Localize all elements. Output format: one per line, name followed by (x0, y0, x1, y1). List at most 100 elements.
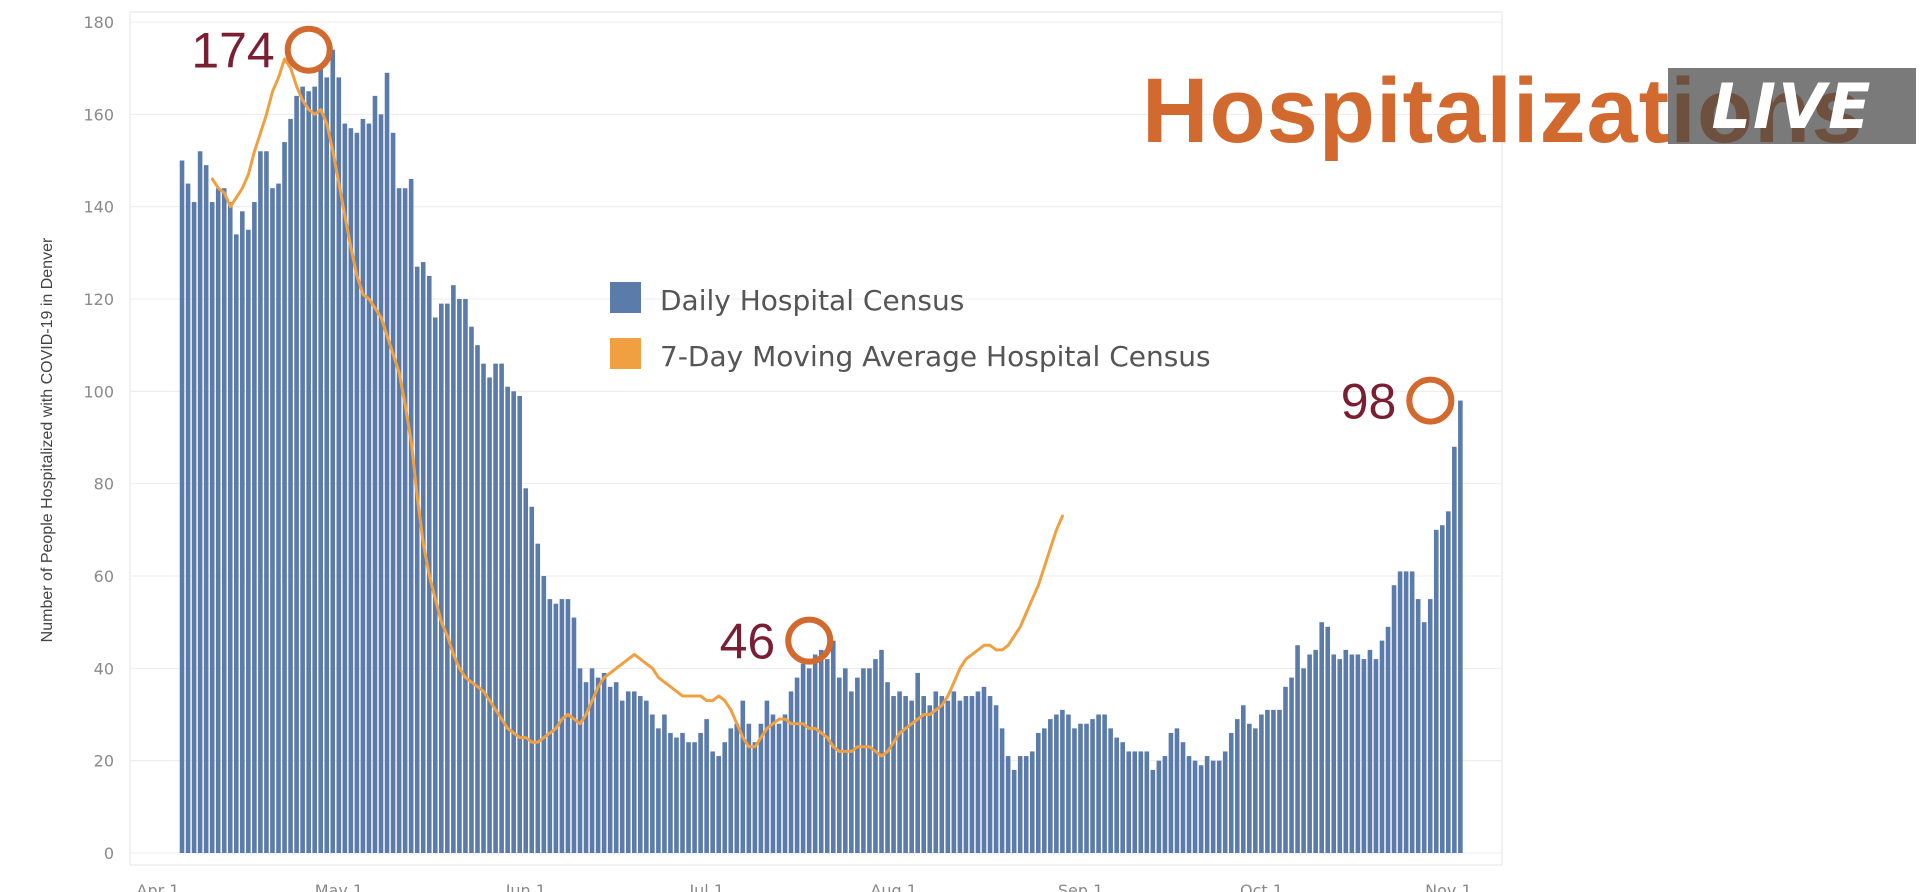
bar-daily-census (1259, 714, 1264, 853)
x-axis-ticks: Apr 1 May 1 Jun 1 Jul 1 Aug 1 Sep 1 Oct 1 Nov 1 (137, 881, 1472, 892)
bar-daily-census (240, 211, 245, 854)
peak-value-label: 46 (720, 614, 776, 670)
bar-daily-census (1138, 751, 1144, 853)
x-tick-label: Nov 1 (1425, 881, 1472, 892)
x-tick-label: May 1 (315, 881, 363, 892)
bar-daily-census (692, 742, 697, 853)
bar-daily-census (451, 285, 456, 853)
bar-daily-census (1361, 659, 1367, 853)
bar-daily-census (589, 668, 595, 853)
bar-daily-census (535, 543, 541, 853)
y-tick-label: 60 (94, 567, 114, 586)
bar-daily-census (843, 668, 848, 853)
bar-daily-census (1180, 742, 1186, 853)
bar-daily-census (1011, 769, 1017, 853)
bar-daily-census (517, 395, 522, 853)
bar-daily-census (1439, 525, 1445, 853)
legend: Daily Hospital Census 7-Day Moving Avera… (610, 282, 1211, 373)
bar-daily-census (1150, 769, 1156, 853)
bar-daily-census (1331, 654, 1337, 853)
bar-daily-census (812, 654, 818, 853)
bar-daily-census (1060, 709, 1065, 853)
bar-daily-census (475, 345, 480, 853)
bar-daily-census (927, 705, 933, 853)
y-tick-label: 140 (83, 198, 114, 217)
bar-daily-census (1403, 571, 1409, 853)
bar-daily-census (1168, 732, 1174, 853)
bar-daily-census (336, 77, 342, 853)
x-tick-label: Aug 1 (870, 881, 917, 892)
bar-daily-census (1096, 714, 1101, 853)
bar-daily-census (680, 732, 685, 853)
bar-daily-census (921, 696, 927, 853)
bar-daily-census (1433, 529, 1439, 853)
bar-daily-census (758, 723, 764, 853)
bar-daily-census (710, 751, 715, 853)
bar-daily-census (951, 691, 957, 853)
bar-daily-census (529, 506, 535, 853)
bar-daily-census (957, 700, 963, 853)
bar-daily-census (264, 151, 269, 853)
bar-daily-census (1084, 723, 1089, 853)
bar-daily-census (800, 663, 806, 853)
bar-daily-census (1391, 585, 1397, 853)
bar-daily-census (939, 696, 945, 853)
bar-daily-census (1349, 654, 1355, 853)
bar-daily-census (1301, 668, 1306, 853)
bar-daily-census (1042, 728, 1047, 853)
live-badge: LIVE (1668, 68, 1916, 144)
bar-daily-census (571, 617, 577, 853)
moving-average-line-group (210, 57, 1064, 758)
bar-daily-census (1283, 686, 1288, 853)
bar-daily-census (276, 183, 281, 854)
bar-daily-census (463, 299, 468, 853)
bar-daily-census (1198, 765, 1204, 853)
y-tick-label: 80 (94, 475, 114, 494)
bar-daily-census (583, 682, 589, 853)
bar-daily-census (1241, 705, 1246, 853)
bar-daily-census (1271, 709, 1276, 853)
bar-daily-census (469, 326, 474, 853)
bar-daily-census (505, 386, 510, 853)
bar-daily-census (782, 714, 788, 853)
bar-daily-census (1307, 654, 1312, 853)
bar-daily-census (686, 742, 691, 853)
bar-daily-census (873, 659, 878, 853)
bar-daily-census (631, 691, 637, 853)
bar-daily-census (746, 723, 752, 853)
peak-marker-circle (785, 616, 834, 665)
bar-daily-census (197, 151, 203, 853)
bar-daily-census (396, 188, 402, 853)
bar-daily-census (836, 677, 842, 853)
y-axis-ticks: 0 20 40 60 80 100 120 140 160 180 (83, 13, 114, 863)
y-tick-label: 180 (83, 13, 114, 32)
bar-daily-census (933, 691, 939, 853)
legend-label-daily: Daily Hospital Census (660, 284, 964, 317)
bar-daily-census (662, 714, 667, 853)
bar-daily-census (300, 86, 305, 854)
bar-daily-census (203, 165, 209, 853)
bar-daily-census (638, 696, 643, 853)
bar-daily-census (306, 91, 311, 853)
bar-daily-census (481, 363, 486, 853)
legend-swatch-daily (610, 282, 641, 313)
bar-daily-census (849, 691, 854, 853)
bar-daily-census (547, 599, 553, 853)
bar-daily-census (1023, 756, 1029, 853)
bar-daily-census (439, 303, 444, 853)
bar-daily-census (1265, 709, 1270, 853)
bar-daily-census (1313, 649, 1318, 853)
bar-daily-census (861, 668, 866, 853)
bar-daily-census (969, 696, 975, 853)
x-tick-label: Sep 1 (1058, 881, 1103, 892)
bar-daily-census (619, 700, 625, 853)
bar-daily-census (1385, 626, 1391, 853)
bar-daily-census (1228, 732, 1234, 853)
bar-daily-census (511, 391, 516, 853)
bar-daily-census (1421, 622, 1427, 853)
bar-daily-census (1253, 728, 1258, 853)
bar-daily-census (1247, 723, 1252, 853)
bar-daily-census (1120, 742, 1125, 853)
bar-daily-census (1415, 599, 1421, 853)
bar-daily-census (595, 677, 601, 853)
